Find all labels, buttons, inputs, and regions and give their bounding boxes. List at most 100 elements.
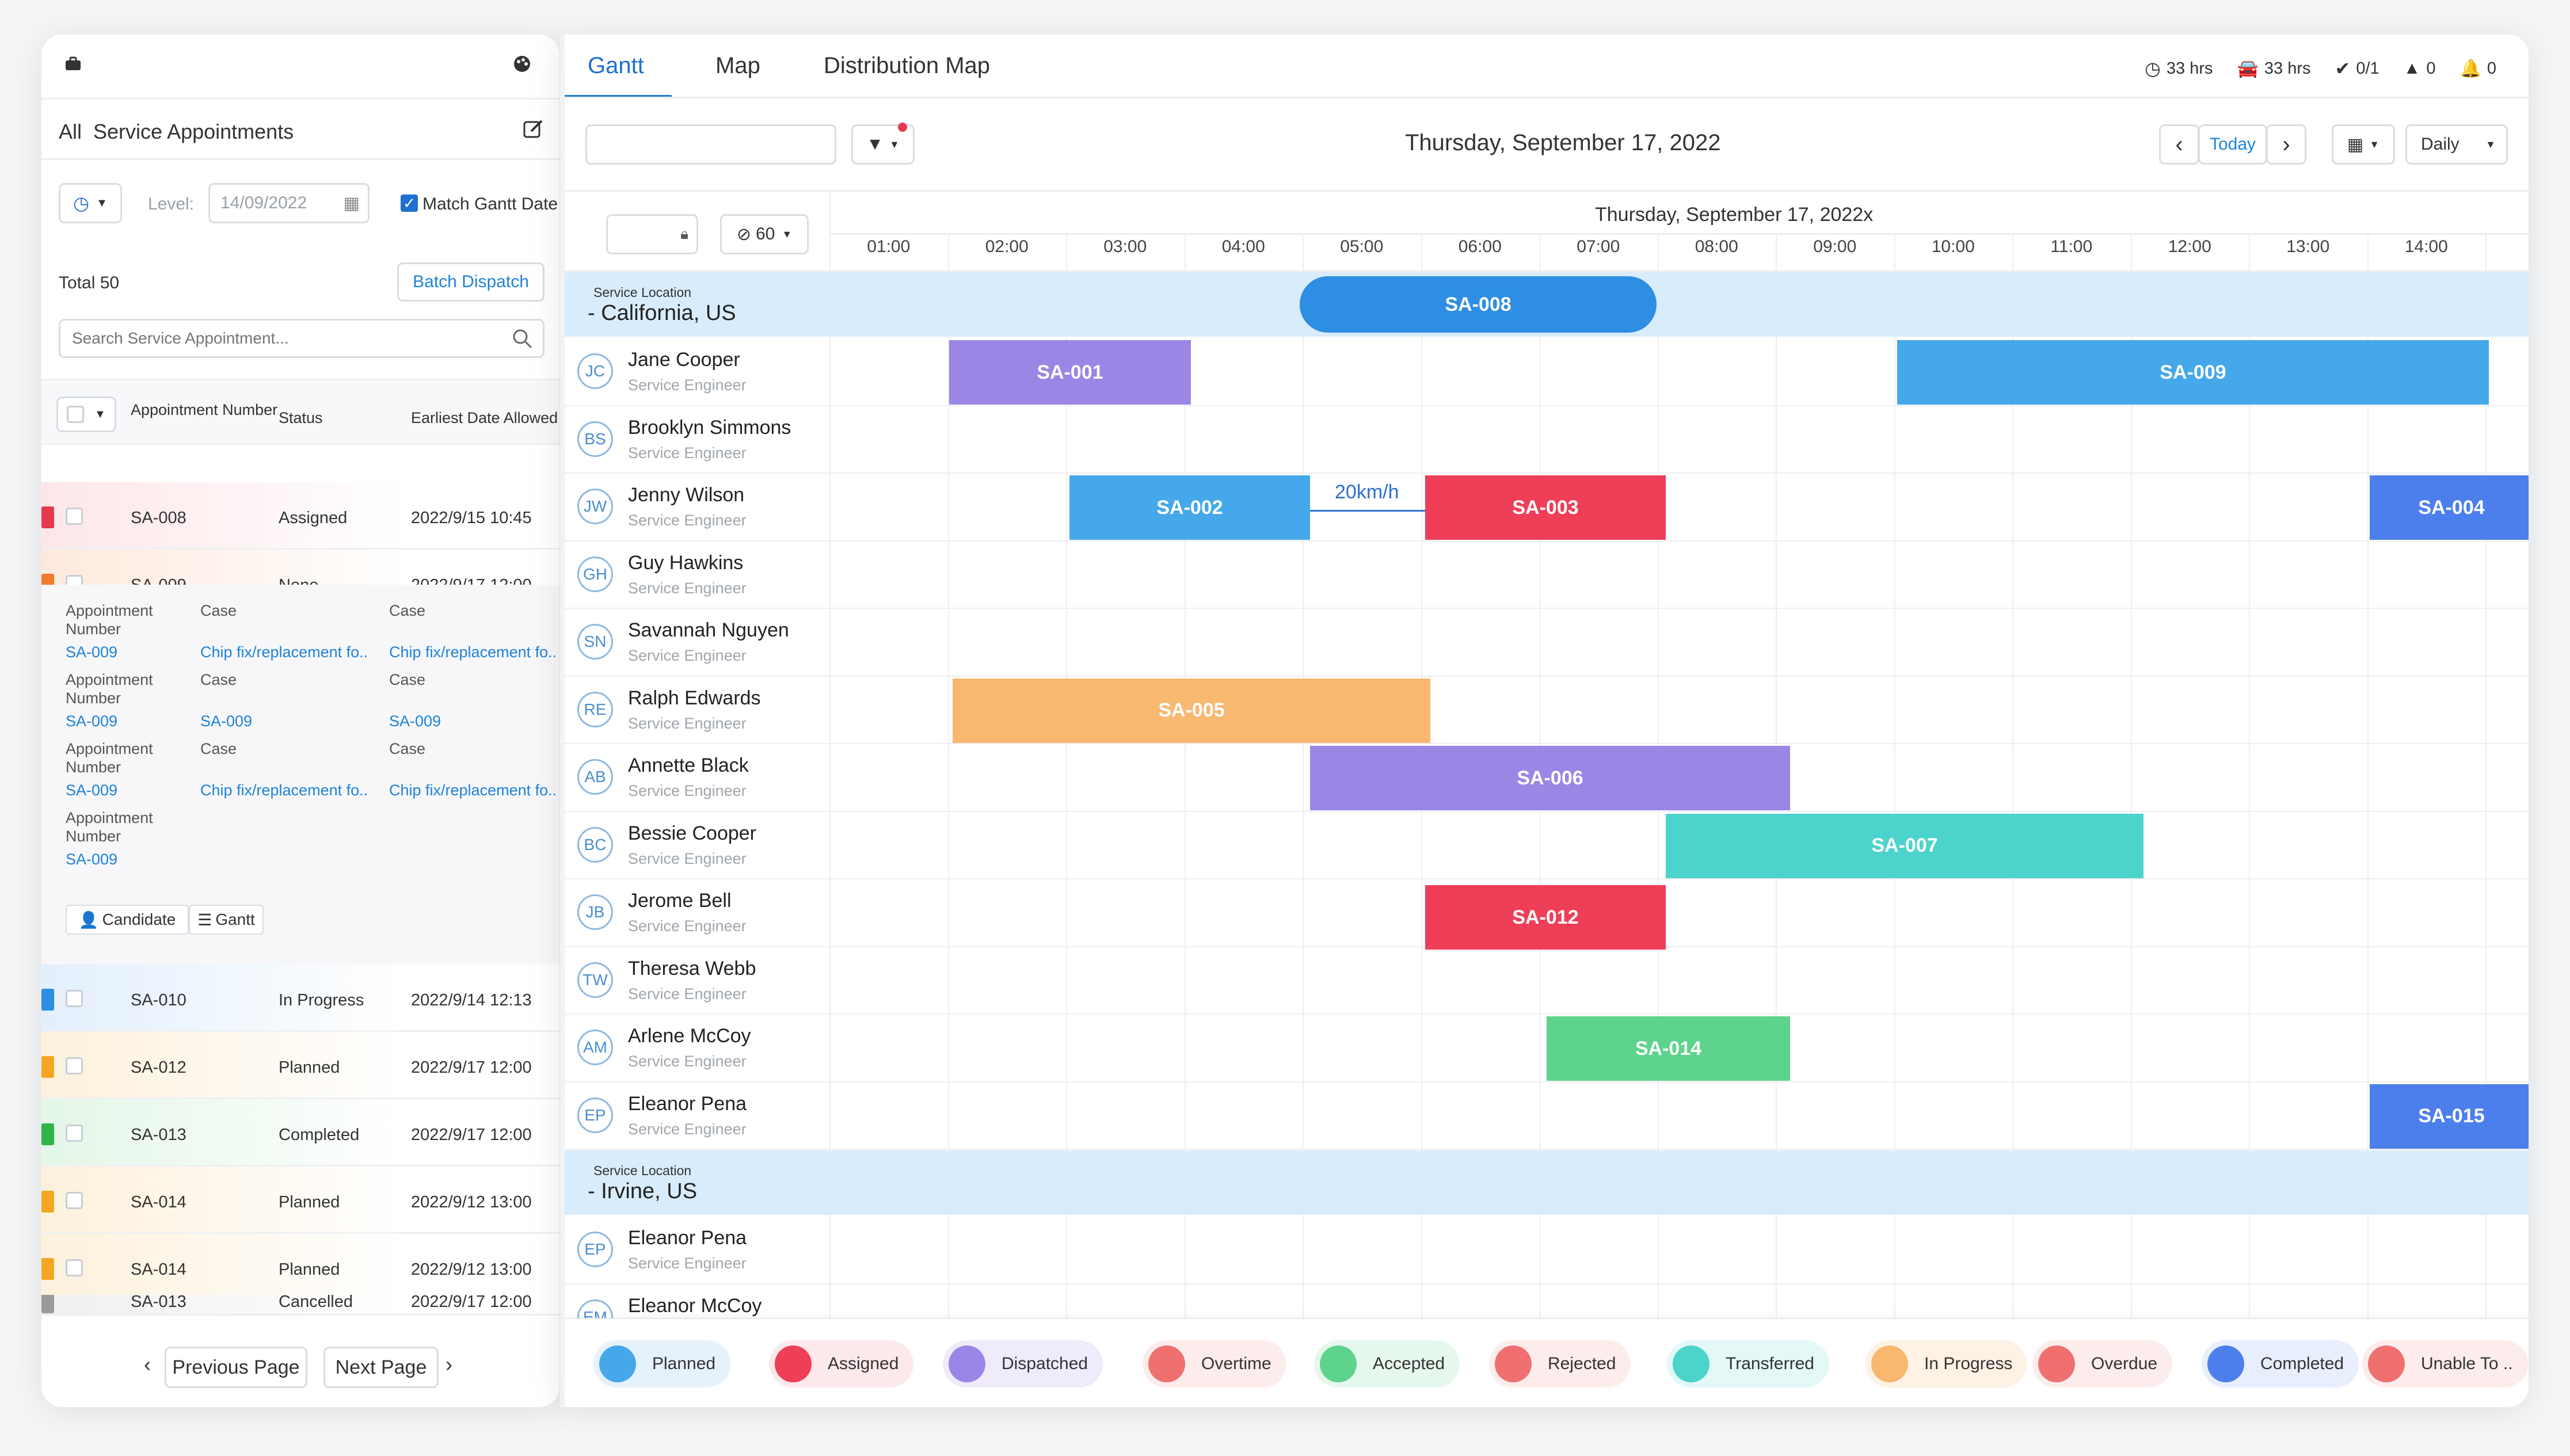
column-appointment-number[interactable]: Appointment Number xyxy=(131,401,278,418)
appointment-number[interactable]: SA-008 xyxy=(131,509,186,527)
resource-name[interactable]: Eleanor McCoy xyxy=(628,1295,762,1317)
resource-row[interactable]: JC Jane Cooper Service Engineer xyxy=(565,338,2529,406)
resource-row[interactable]: EP Eleanor Pena Service Engineer xyxy=(565,1083,2529,1150)
batch-dispatch-button[interactable]: Batch Dispatch xyxy=(397,262,545,302)
column-earliest-date[interactable]: Earliest Date Allowed xyxy=(411,409,558,426)
resource-name[interactable]: Jerome Bell xyxy=(628,890,732,912)
legend-item-assigned[interactable]: Assigned xyxy=(769,1340,914,1388)
schedule-filter-dropdown[interactable]: ◷ ▼ xyxy=(59,183,122,223)
legend-item-transferred[interactable]: Transferred xyxy=(1667,1340,1829,1388)
filter-dropdown[interactable]: ▼ ▼ xyxy=(851,123,915,165)
resource-name[interactable]: Jenny Wilson xyxy=(628,484,745,506)
appointment-bar[interactable]: SA-003 xyxy=(1425,475,1666,540)
resource-name[interactable]: Arlene McCoy xyxy=(628,1025,751,1047)
select-all-checkbox[interactable] xyxy=(67,406,85,423)
legend-item-planned[interactable]: Planned xyxy=(593,1340,731,1388)
appointment-number[interactable]: SA-014 xyxy=(131,1260,186,1279)
match-gantt-checkbox[interactable]: ✓ xyxy=(401,195,418,212)
appointment-bar[interactable]: SA-012 xyxy=(1425,885,1666,950)
resource-name[interactable]: Savannah Nguyen xyxy=(628,619,789,641)
table-row[interactable]: SA-012 Planned 2022/9/17 12:00 xyxy=(41,1032,559,1099)
level-date-input[interactable]: 14/09/2022 ▦ xyxy=(208,183,370,223)
column-status[interactable]: Status xyxy=(279,409,323,426)
resource-name[interactable]: Jane Cooper xyxy=(628,349,740,371)
legend-item-unable-to[interactable]: Unable To .. xyxy=(2362,1340,2528,1388)
table-row[interactable]: SA-014 Planned 2022/9/12 13:00 xyxy=(41,1167,559,1234)
appointment-bar[interactable]: SA-015 xyxy=(2370,1084,2529,1149)
appointment-bar[interactable]: SA-004 xyxy=(2370,475,2529,540)
resource-name[interactable]: Bessie Cooper xyxy=(628,822,757,844)
resource-name[interactable]: Eleanor Pena xyxy=(628,1092,747,1115)
appointment-number[interactable]: SA-012 xyxy=(131,1058,186,1077)
candidate-button[interactable]: 👤 Candidate xyxy=(66,905,189,935)
resource-name[interactable]: Guy Hawkins xyxy=(628,551,744,574)
tab-gantt[interactable]: Gantt xyxy=(588,53,644,78)
row-checkbox[interactable] xyxy=(66,990,83,1007)
legend-item-rejected[interactable]: Rejected xyxy=(1489,1340,1631,1388)
edit-icon[interactable] xyxy=(522,117,545,140)
appointment-bar[interactable]: SA-005 xyxy=(953,678,1430,743)
legend-item-overdue[interactable]: Overdue xyxy=(2032,1340,2173,1388)
resource-row[interactable]: BC Bessie Cooper Service Engineer xyxy=(565,812,2529,879)
resource-row[interactable]: SN Savannah Nguyen Service Engineer xyxy=(565,609,2529,677)
previous-page-button[interactable]: Previous Page xyxy=(165,1347,307,1388)
appointment-number[interactable]: SA-013 xyxy=(131,1126,186,1144)
resource-name[interactable]: Eleanor Pena xyxy=(628,1227,747,1249)
legend-item-in-progress[interactable]: In Progress xyxy=(1865,1340,2028,1388)
resource-row[interactable]: GH Guy Hawkins Service Engineer xyxy=(565,542,2529,609)
appointment-bar[interactable]: SA-009 xyxy=(1897,340,2489,405)
resource-name[interactable]: Ralph Edwards xyxy=(628,687,761,709)
chevron-left-icon[interactable]: ‹ xyxy=(144,1352,151,1376)
resource-name[interactable]: Annette Black xyxy=(628,754,749,776)
appointment-bar[interactable]: SA-014 xyxy=(1547,1016,1790,1081)
search-appointment-field[interactable] xyxy=(59,319,545,358)
resource-row[interactable]: EM Eleanor McCoy xyxy=(565,1285,2529,1319)
gantt-button[interactable]: ☰ Gantt xyxy=(189,905,264,935)
table-row[interactable]: SA-013 Cancelled 2022/9/17 12:00 xyxy=(41,1295,559,1314)
tab-distribution-map[interactable]: Distribution Map xyxy=(824,53,991,78)
appointment-number[interactable]: SA-010 xyxy=(131,991,186,1009)
row-checkbox[interactable] xyxy=(66,1259,83,1276)
chevron-right-icon[interactable]: › xyxy=(446,1352,452,1376)
calendar-dropdown[interactable]: ▦ ▼ xyxy=(2332,124,2395,165)
resource-row[interactable]: AM Arlene McCoy Service Engineer xyxy=(565,1015,2529,1083)
interval-select[interactable]: ⊘ 60 ▼ xyxy=(720,214,809,254)
legend-item-completed[interactable]: Completed xyxy=(2202,1340,2359,1388)
appointment-bar[interactable]: SA-007 xyxy=(1666,813,2143,878)
palette-icon[interactable] xyxy=(512,54,532,74)
next-page-button[interactable]: Next Page xyxy=(323,1347,439,1388)
detail-link[interactable]: SA-009 xyxy=(389,712,441,730)
legend-item-overtime[interactable]: Overtime xyxy=(1143,1340,1286,1388)
tab-map[interactable]: Map xyxy=(715,53,760,78)
resource-row[interactable]: JW Jenny Wilson Service Engineer xyxy=(565,474,2529,542)
today-button[interactable]: Today xyxy=(2198,124,2267,165)
table-row[interactable]: SA-013 Completed 2022/9/17 12:00 xyxy=(41,1099,559,1167)
legend-item-dispatched[interactable]: Dispatched xyxy=(943,1340,1103,1388)
detail-link[interactable]: SA-009 xyxy=(66,782,118,799)
table-row[interactable]: SA-014 Planned 2022/9/12 13:00 xyxy=(41,1234,559,1301)
appointment-bar[interactable]: SA-001 xyxy=(949,340,1191,405)
select-all-dropdown[interactable]: ▼ xyxy=(56,397,116,432)
detail-link[interactable]: Chip fix/replacement fo.. xyxy=(200,782,368,799)
appointment-bar[interactable]: SA-002 xyxy=(1069,475,1310,540)
view-mode-select[interactable]: Daily ▼ xyxy=(2405,124,2508,165)
detail-link[interactable]: SA-009 xyxy=(200,712,253,730)
resource-name[interactable]: Theresa Webb xyxy=(628,957,756,979)
detail-link[interactable]: Chip fix/replacement fo.. xyxy=(200,643,368,661)
appointment-number[interactable]: SA-013 xyxy=(131,1295,186,1311)
detail-link[interactable]: SA-009 xyxy=(66,851,118,868)
row-checkbox[interactable] xyxy=(66,1192,83,1209)
row-checkbox[interactable] xyxy=(66,1125,83,1142)
resource-row[interactable]: AB Annette Black Service Engineer xyxy=(565,744,2529,812)
row-checkbox[interactable] xyxy=(66,508,83,525)
detail-link[interactable]: SA-009 xyxy=(66,643,118,661)
briefcase-icon[interactable] xyxy=(64,56,82,71)
appointment-number[interactable]: SA-014 xyxy=(131,1193,186,1211)
table-row[interactable]: SA-010 In Progress 2022/9/14 12:13 xyxy=(41,965,559,1032)
resource-row[interactable]: RE Ralph Edwards Service Engineer xyxy=(565,677,2529,744)
appointment-bar[interactable]: SA-006 xyxy=(1310,746,1790,810)
prev-day-button[interactable]: ‹ xyxy=(2159,124,2199,165)
table-row[interactable]: SA-008 Assigned 2022/9/15 10:45 xyxy=(41,482,559,550)
resource-row[interactable]: BS Brooklyn Simmons Service Engineer xyxy=(565,406,2529,474)
appointment-bar[interactable]: SA-008 xyxy=(1300,276,1657,333)
